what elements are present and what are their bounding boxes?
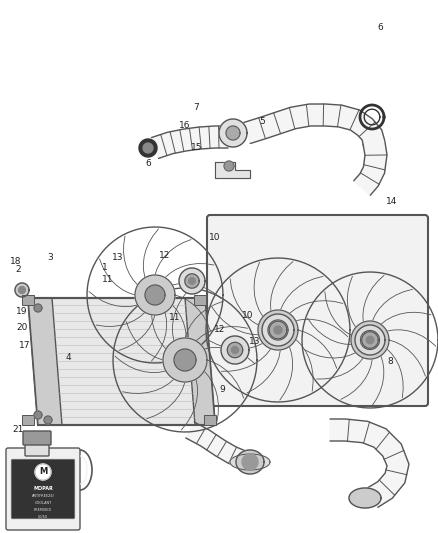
Polygon shape — [219, 119, 247, 147]
Polygon shape — [139, 139, 157, 157]
Text: 13: 13 — [112, 254, 124, 262]
Polygon shape — [224, 161, 234, 171]
Polygon shape — [242, 454, 258, 470]
Text: 18: 18 — [10, 257, 22, 266]
Text: 19: 19 — [16, 308, 28, 317]
FancyBboxPatch shape — [6, 448, 80, 530]
Polygon shape — [15, 283, 29, 297]
Text: 8: 8 — [387, 358, 393, 367]
Text: 1: 1 — [102, 263, 108, 272]
Bar — [194, 295, 206, 305]
Text: 14: 14 — [386, 198, 398, 206]
Text: 17: 17 — [19, 342, 31, 351]
Text: 2: 2 — [15, 265, 21, 274]
Polygon shape — [258, 310, 298, 350]
Polygon shape — [227, 342, 243, 358]
Polygon shape — [215, 162, 250, 178]
Text: 20: 20 — [16, 324, 28, 333]
Polygon shape — [269, 321, 287, 339]
Polygon shape — [152, 126, 228, 158]
Text: MOPAR: MOPAR — [33, 486, 53, 490]
Polygon shape — [236, 450, 264, 474]
FancyBboxPatch shape — [25, 439, 49, 456]
Polygon shape — [268, 320, 288, 340]
Polygon shape — [362, 332, 378, 348]
Polygon shape — [34, 411, 42, 419]
Text: 13: 13 — [249, 337, 261, 346]
Polygon shape — [274, 326, 282, 334]
Polygon shape — [18, 287, 25, 294]
Text: 6: 6 — [145, 158, 151, 167]
Text: 12: 12 — [214, 326, 226, 335]
Polygon shape — [330, 419, 409, 507]
Polygon shape — [226, 126, 240, 140]
Text: 7: 7 — [193, 103, 199, 112]
Bar — [22, 295, 34, 305]
Polygon shape — [230, 454, 270, 470]
Polygon shape — [189, 278, 195, 284]
Polygon shape — [366, 336, 374, 344]
Polygon shape — [35, 464, 51, 480]
Polygon shape — [163, 338, 207, 382]
Polygon shape — [135, 275, 175, 315]
Polygon shape — [221, 336, 249, 364]
Text: PREMIXED: PREMIXED — [34, 508, 52, 512]
Text: 10: 10 — [209, 233, 221, 243]
Text: 11: 11 — [102, 276, 114, 285]
Text: 12: 12 — [159, 252, 171, 261]
Polygon shape — [28, 298, 215, 425]
Text: 50/50: 50/50 — [38, 515, 48, 519]
Polygon shape — [185, 298, 215, 425]
FancyBboxPatch shape — [11, 459, 75, 519]
Text: COOLANT: COOLANT — [34, 501, 52, 505]
Polygon shape — [360, 330, 379, 350]
Polygon shape — [186, 422, 247, 469]
Text: 3: 3 — [47, 254, 53, 262]
Polygon shape — [143, 143, 153, 153]
Polygon shape — [244, 104, 385, 146]
Bar — [204, 415, 216, 425]
Text: 9: 9 — [219, 385, 225, 394]
Polygon shape — [145, 285, 165, 305]
Polygon shape — [355, 325, 385, 355]
Polygon shape — [185, 274, 199, 288]
Polygon shape — [349, 488, 381, 508]
FancyBboxPatch shape — [23, 431, 51, 445]
Text: 16: 16 — [179, 122, 191, 131]
Text: 21: 21 — [12, 425, 24, 434]
FancyBboxPatch shape — [207, 215, 428, 406]
Polygon shape — [262, 314, 294, 346]
Polygon shape — [34, 304, 42, 312]
Text: 15: 15 — [191, 143, 203, 152]
Polygon shape — [44, 416, 52, 424]
Text: 11: 11 — [169, 313, 181, 322]
Bar — [22, 415, 34, 425]
Text: 5: 5 — [259, 117, 265, 125]
Text: 6: 6 — [377, 23, 383, 33]
Text: M: M — [39, 467, 47, 477]
Text: 4: 4 — [65, 353, 71, 362]
Polygon shape — [179, 268, 205, 294]
Polygon shape — [354, 141, 387, 195]
Text: ANTIFREEZE/: ANTIFREEZE/ — [32, 494, 54, 498]
Polygon shape — [351, 321, 389, 359]
Polygon shape — [232, 346, 239, 353]
Polygon shape — [174, 349, 196, 371]
Text: 10: 10 — [242, 311, 254, 320]
Polygon shape — [28, 298, 62, 425]
